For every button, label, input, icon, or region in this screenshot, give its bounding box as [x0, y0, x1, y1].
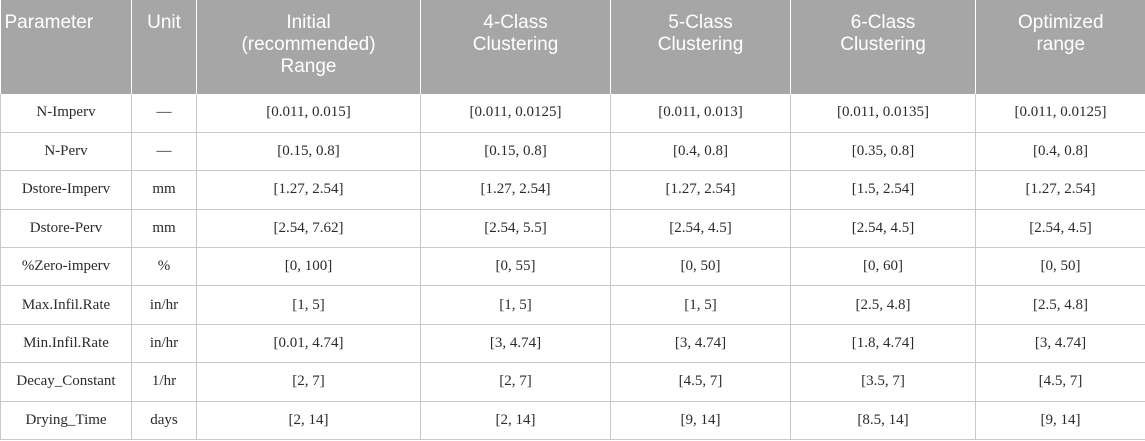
table-row: Dstore-Perv mm [2.54, 7.62] [2.54, 5.5] [2.5…: [0, 209, 1145, 249]
class6-range-cell: [0, 60]: [790, 247, 976, 287]
header-line: Clustering: [472, 34, 559, 55]
class5-range-cell: [0.011, 0.013]: [610, 94, 791, 133]
optimized-range-cell: [4.5, 7]: [975, 362, 1145, 402]
class4-range-cell: [2.54, 5.5]: [420, 209, 611, 249]
header-line: 5-Class: [668, 12, 733, 33]
initial-range-cell: [0.011, 0.015]: [196, 94, 421, 133]
initial-range-cell: [2.54, 7.62]: [196, 209, 421, 249]
header-line: Clustering: [657, 34, 744, 55]
unit-cell: mm: [131, 209, 197, 249]
col-header-5-class: 5-Class Clustering: [610, 0, 791, 94]
parameter-cell: N-Imperv: [0, 94, 132, 133]
col-header-6-class: 6-Class Clustering: [790, 0, 976, 94]
header-row: Parameter Unit Initial (recommended) Range 4-…: [0, 0, 1145, 94]
optimized-range-cell: [2.5, 4.8]: [975, 285, 1145, 325]
col-header-optimized-range: Optimized range: [975, 0, 1145, 94]
table-body: N-Imperv — [0.011, 0.015] [0.011, 0.0125] [0…: [0, 94, 1145, 441]
optimized-range-cell: [1.27, 2.54]: [975, 170, 1145, 210]
unit-cell: in/hr: [131, 324, 197, 364]
class6-range-cell: [1.8, 4.74]: [790, 324, 976, 364]
unit-cell: %: [131, 247, 197, 287]
class4-range-cell: [2, 7]: [420, 362, 611, 402]
header-line: (recommended): [241, 34, 376, 55]
class4-range-cell: [1, 5]: [420, 285, 611, 325]
class4-range-cell: [0.011, 0.0125]: [420, 94, 611, 133]
initial-range-cell: [0.15, 0.8]: [196, 132, 421, 172]
class5-range-cell: [4.5, 7]: [610, 362, 791, 402]
header-line: Parameter: [4, 12, 94, 33]
optimized-range-cell: [0, 50]: [975, 247, 1145, 287]
initial-range-cell: [0, 100]: [196, 247, 421, 287]
header-line: Initial: [286, 12, 331, 33]
parameter-cell: Decay_Constant: [0, 362, 132, 402]
parameter-cell: %Zero-imperv: [0, 247, 132, 287]
class4-range-cell: [1.27, 2.54]: [420, 170, 611, 210]
initial-range-cell: [0.01, 4.74]: [196, 324, 421, 364]
class6-range-cell: [0.35, 0.8]: [790, 132, 976, 172]
table-row: Decay_Constant 1/hr [2, 7] [2, 7] [4.5, 7] [3…: [0, 362, 1145, 402]
class6-range-cell: [8.5, 14]: [790, 401, 976, 441]
header-line: Clustering: [840, 34, 926, 55]
header-line: range: [1036, 34, 1086, 55]
class5-range-cell: [0, 50]: [610, 247, 791, 287]
initial-range-cell: [1.27, 2.54]: [196, 170, 421, 210]
table-row: Drying_Time days [2, 14] [2, 14] [9, 14] [8.5…: [0, 401, 1145, 441]
class5-range-cell: [9, 14]: [610, 401, 791, 441]
class5-range-cell: [3, 4.74]: [610, 324, 791, 364]
class6-range-cell: [1.5, 2.54]: [790, 170, 976, 210]
class6-range-cell: [3.5, 7]: [790, 362, 976, 402]
table-row: Dstore-Imperv mm [1.27, 2.54] [1.27, 2.54][…: [0, 170, 1145, 210]
class5-range-cell: [0.4, 0.8]: [610, 132, 791, 172]
table-row: Max.Infil.Rate in/hr [1, 5] [1, 5] [1, 5] [2.…: [0, 285, 1145, 325]
parameter-cell: Dstore-Perv: [0, 209, 132, 249]
header-line: Optimized: [1017, 12, 1104, 33]
header-line: 6-Class: [850, 12, 916, 33]
class4-range-cell: [3, 4.74]: [420, 324, 611, 364]
class6-range-cell: [2.5, 4.8]: [790, 285, 976, 325]
table-row: %Zero-imperv% [0, 100] [0, 55] [0, 50] [0, 6…: [0, 247, 1145, 287]
optimized-range-cell: [0.4, 0.8]: [975, 132, 1145, 172]
parameter-cell: Dstore-Imperv: [0, 170, 132, 210]
class6-range-cell: [0.011, 0.0135]: [790, 94, 976, 133]
class4-range-cell: [0, 55]: [420, 247, 611, 287]
initial-range-cell: [2, 14]: [196, 401, 421, 441]
initial-range-cell: [2, 7]: [196, 362, 421, 402]
parameter-cell: Drying_Time: [0, 401, 132, 441]
class5-range-cell: [1.27, 2.54]: [610, 170, 791, 210]
table-row: N-Imperv — [0.011, 0.015] [0.011, 0.0125] [0…: [0, 94, 1145, 133]
unit-cell: —: [131, 94, 197, 133]
class4-range-cell: [0.15, 0.8]: [420, 132, 611, 172]
table-row: Min.Infil.Rate in/hr [0.01, 4.74] [3, 4.74]…: [0, 324, 1145, 364]
unit-cell: in/hr: [131, 285, 197, 325]
class4-range-cell: [2, 14]: [420, 401, 611, 441]
col-header-parameter: Parameter: [0, 0, 132, 94]
parameter-cell: Min.Infil.Rate: [0, 324, 132, 364]
optimized-range-cell: [2.54, 4.5]: [975, 209, 1145, 249]
header-line: Range: [280, 56, 337, 77]
header-line: 4-Class: [483, 12, 548, 33]
unit-cell: —: [131, 132, 197, 172]
optimized-range-cell: [3, 4.74]: [975, 324, 1145, 364]
initial-range-cell: [1, 5]: [196, 285, 421, 325]
unit-cell: days: [131, 401, 197, 441]
class5-range-cell: [2.54, 4.5]: [610, 209, 791, 249]
table-header: Parameter Unit Initial (recommended) Range 4-…: [0, 0, 1145, 94]
parameter-cell: Max.Infil.Rate: [0, 285, 132, 325]
col-header-4-class: 4-Class Clustering: [420, 0, 611, 94]
optimized-range-cell: [0.011, 0.0125]: [975, 94, 1145, 133]
class6-range-cell: [2.54, 4.5]: [790, 209, 976, 249]
col-header-unit: Unit: [131, 0, 197, 94]
table-row: N-Perv — [0.15, 0.8] [0.15, 0.8] [0.4, 0.8][…: [0, 132, 1145, 172]
class5-range-cell: [1, 5]: [610, 285, 791, 325]
optimized-range-cell: [9, 14]: [975, 401, 1145, 441]
col-header-initial-range: Initial (recommended) Range: [196, 0, 421, 94]
unit-cell: mm: [131, 170, 197, 210]
unit-cell: 1/hr: [131, 362, 197, 402]
parameter-cell: N-Perv: [0, 132, 132, 172]
header-line: Unit: [147, 12, 181, 33]
